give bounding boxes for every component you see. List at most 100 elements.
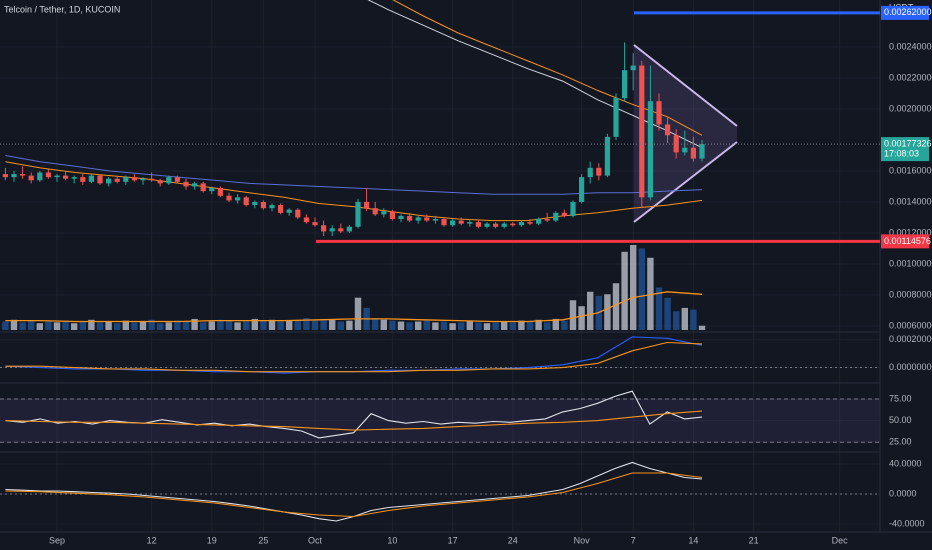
volume-bar — [234, 322, 241, 330]
volume-bar — [225, 320, 233, 330]
indicator-line — [5, 341, 703, 373]
candle-body — [639, 65, 645, 198]
volume-bar — [681, 307, 688, 330]
candle-body — [97, 175, 103, 184]
candle-body — [673, 135, 679, 153]
candle-body — [587, 167, 593, 178]
price-level-tag — [881, 234, 929, 249]
volume-bar — [587, 291, 594, 330]
price-level-label: 0.00262000 — [884, 7, 932, 17]
volume-bar — [552, 318, 559, 330]
candle-body — [527, 222, 533, 224]
candle-body — [71, 177, 77, 179]
volume-bar — [561, 320, 568, 330]
volume-bar — [544, 322, 551, 330]
price-level-label: 0.00114576 — [884, 236, 931, 246]
volume-bar — [286, 320, 293, 330]
volume-bar — [346, 320, 353, 330]
volume-bar — [96, 322, 104, 330]
candle-body — [54, 175, 60, 178]
candle-body — [338, 228, 344, 232]
candle-body — [303, 217, 309, 223]
x-tick-label: 21 — [749, 535, 759, 545]
volume-bar — [475, 322, 482, 330]
candle-body — [166, 177, 172, 184]
volume-ma — [5, 291, 703, 323]
volume-bar — [277, 321, 284, 330]
y-tick-label: 25.00 — [889, 437, 912, 447]
x-tick-label: 17 — [448, 535, 458, 545]
candle-body — [88, 175, 94, 182]
candle-body — [501, 223, 507, 227]
volume-bar — [191, 318, 198, 330]
indicator-panes — [0, 336, 880, 522]
candle-body — [432, 219, 438, 221]
volume-bar — [337, 321, 344, 330]
volume-bar — [440, 321, 448, 330]
volume-bar — [157, 323, 164, 330]
y-tick-label: 0.00220000 — [889, 72, 932, 82]
volume-bar — [518, 320, 525, 330]
moving-average — [392, 0, 703, 136]
candle-body — [372, 208, 378, 215]
y-tick-label: 75.00 — [889, 393, 912, 403]
volume-bar — [638, 248, 645, 330]
candle-body — [699, 144, 705, 159]
volume-bar — [260, 320, 267, 330]
volume-bar — [28, 320, 35, 330]
candle-body — [518, 222, 524, 226]
volume-bar — [604, 294, 611, 330]
candle-body — [355, 201, 361, 227]
volume-bar — [268, 319, 276, 330]
candle-body — [80, 177, 86, 182]
volume-bar — [10, 319, 18, 330]
volume-bar — [243, 321, 250, 330]
candle-body — [458, 220, 464, 224]
volume-bar — [526, 321, 534, 330]
volume-bar — [647, 257, 654, 330]
candle-body — [235, 197, 241, 201]
candle-body — [596, 167, 602, 176]
candle-body — [278, 205, 284, 213]
volume-bar — [423, 320, 430, 330]
y-tick-label: 0.00120000 — [889, 227, 932, 237]
candle-body — [295, 209, 301, 218]
candle-body — [286, 209, 292, 213]
y-tick-label: 0.00000000 — [889, 362, 932, 372]
candle-body — [183, 181, 189, 187]
candle-body — [484, 223, 490, 227]
volume-bar — [217, 319, 224, 330]
volume-bar — [36, 323, 43, 330]
volume-bar — [53, 322, 61, 330]
volume-bar — [397, 321, 405, 330]
candle-body — [28, 175, 34, 181]
triangle-line — [633, 141, 738, 223]
x-tick-label: Dec — [832, 535, 849, 545]
candle-body — [114, 178, 120, 182]
candle-body — [441, 219, 447, 226]
volume-bar — [79, 321, 86, 330]
volume-bar — [174, 320, 181, 330]
volume-bar — [114, 323, 121, 330]
volume-bar — [578, 306, 585, 330]
candle-body — [11, 174, 17, 178]
candle-body — [200, 183, 206, 192]
y-tick-label: 40.0000 — [889, 458, 922, 468]
band-fill — [0, 398, 880, 443]
volume-bar — [483, 323, 491, 330]
candle-body — [665, 124, 671, 136]
candle-body — [622, 70, 628, 99]
volume-bar — [509, 322, 516, 330]
candle-body — [493, 223, 499, 227]
volume-bar — [380, 319, 387, 330]
x-tick-label: 24 — [508, 535, 518, 545]
volume-bar — [148, 319, 155, 330]
volume-bar — [329, 319, 336, 330]
candle-body — [2, 174, 8, 178]
volume-bar — [165, 322, 172, 330]
candle-body — [192, 183, 198, 187]
volume-bar — [105, 321, 112, 330]
candle-body — [544, 219, 550, 221]
x-tick-label: 12 — [147, 535, 157, 545]
volume-bar — [501, 321, 508, 330]
